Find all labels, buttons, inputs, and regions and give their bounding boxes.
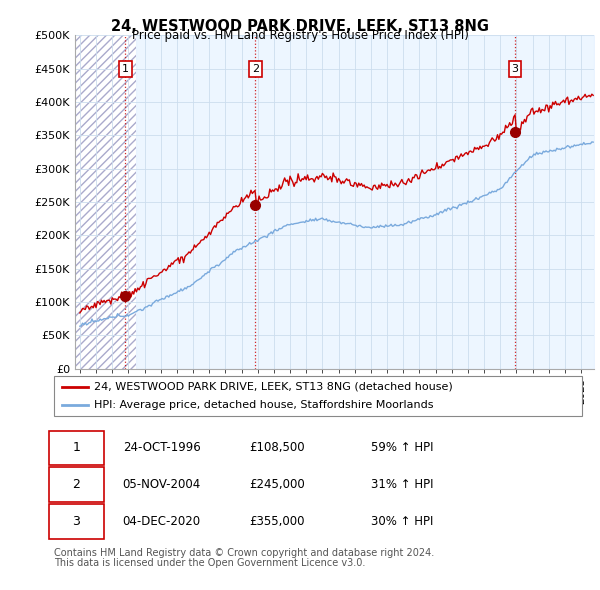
Text: Contains HM Land Registry data © Crown copyright and database right 2024.: Contains HM Land Registry data © Crown c… bbox=[54, 548, 434, 558]
Text: 1: 1 bbox=[73, 441, 80, 454]
FancyBboxPatch shape bbox=[49, 504, 104, 539]
FancyBboxPatch shape bbox=[49, 467, 104, 502]
FancyBboxPatch shape bbox=[54, 376, 582, 416]
FancyBboxPatch shape bbox=[49, 431, 104, 465]
Text: £245,000: £245,000 bbox=[250, 478, 305, 491]
Text: 2: 2 bbox=[252, 64, 259, 74]
Text: 59% ↑ HPI: 59% ↑ HPI bbox=[371, 441, 433, 454]
Text: £355,000: £355,000 bbox=[250, 515, 305, 528]
Text: HPI: Average price, detached house, Staffordshire Moorlands: HPI: Average price, detached house, Staf… bbox=[94, 400, 433, 410]
Text: 05-NOV-2004: 05-NOV-2004 bbox=[122, 478, 201, 491]
Text: £108,500: £108,500 bbox=[250, 441, 305, 454]
Text: 04-DEC-2020: 04-DEC-2020 bbox=[122, 515, 201, 528]
Text: 24, WESTWOOD PARK DRIVE, LEEK, ST13 8NG (detached house): 24, WESTWOOD PARK DRIVE, LEEK, ST13 8NG … bbox=[94, 382, 452, 392]
Text: 1: 1 bbox=[122, 64, 129, 74]
Text: 24-OCT-1996: 24-OCT-1996 bbox=[122, 441, 200, 454]
Text: 31% ↑ HPI: 31% ↑ HPI bbox=[371, 478, 433, 491]
Text: 2: 2 bbox=[73, 478, 80, 491]
Text: 30% ↑ HPI: 30% ↑ HPI bbox=[371, 515, 433, 528]
Text: This data is licensed under the Open Government Licence v3.0.: This data is licensed under the Open Gov… bbox=[54, 558, 365, 568]
Text: 24, WESTWOOD PARK DRIVE, LEEK, ST13 8NG: 24, WESTWOOD PARK DRIVE, LEEK, ST13 8NG bbox=[111, 19, 489, 34]
Text: 3: 3 bbox=[512, 64, 518, 74]
Bar bbox=[75, 35, 136, 369]
Text: 3: 3 bbox=[73, 515, 80, 528]
Text: Price paid vs. HM Land Registry's House Price Index (HPI): Price paid vs. HM Land Registry's House … bbox=[131, 30, 469, 42]
